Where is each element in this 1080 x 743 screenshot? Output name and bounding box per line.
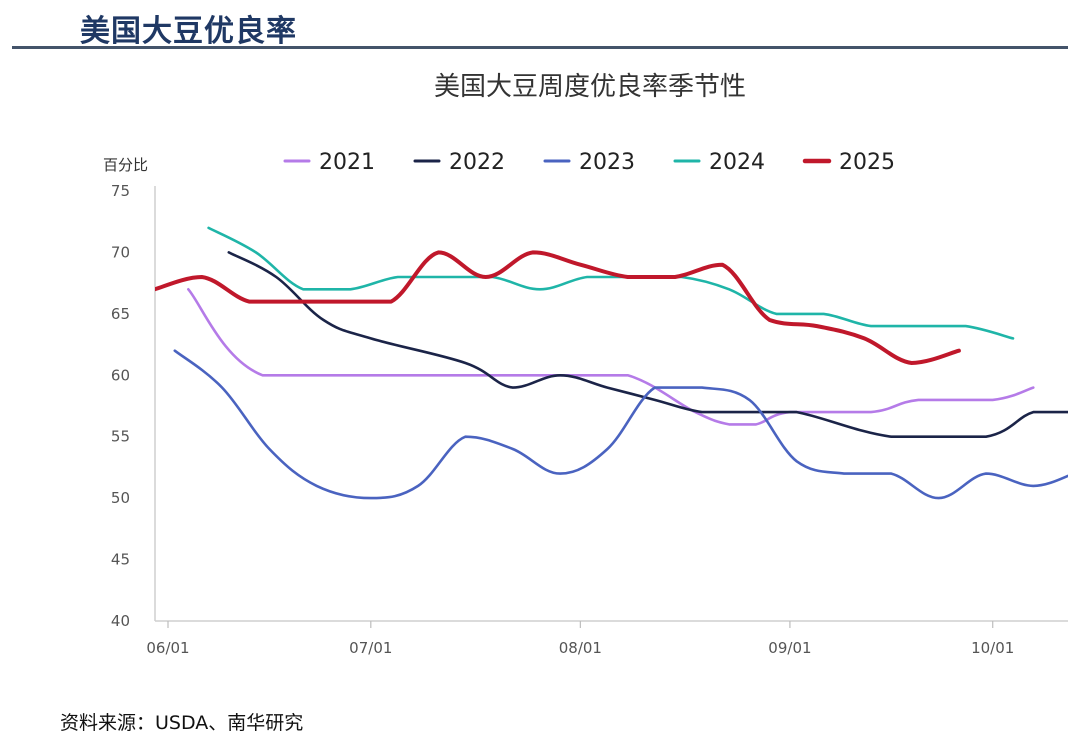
legend-label-2023: 2023: [579, 150, 635, 175]
x-axis: 06/01 07/01 08/01 09/01 10/01: [146, 620, 1068, 657]
series-line-2021: [187, 288, 1035, 426]
y-tick-label: 50: [111, 489, 130, 507]
y-axis-ticks: 40 45 50 55 60 65 70 75: [111, 182, 156, 630]
y-tick-label: 60: [111, 366, 130, 384]
series-line-2022: [227, 251, 1068, 439]
y-tick-label: 40: [111, 612, 130, 630]
x-tick-label: 08/01: [559, 639, 602, 657]
series-line-2024: [207, 226, 1015, 340]
x-tick-label: 07/01: [349, 639, 392, 657]
chart-title: 美国大豆周度优良率季节性: [433, 72, 746, 102]
x-tick-label: 09/01: [768, 639, 811, 657]
series-line-2025: [155, 250, 961, 365]
y-tick-label: 75: [111, 182, 130, 200]
page-title: 美国大豆优良率: [80, 14, 297, 49]
y-tick-label: 65: [111, 305, 130, 323]
legend: 2021 2022 2023 2024 2025: [283, 150, 895, 175]
x-tick-label: 06/01: [146, 639, 189, 657]
source-note: 资料来源：USDA、南华研究: [60, 712, 304, 734]
y-axis-label: 百分比: [103, 156, 148, 174]
legend-label-2021: 2021: [319, 150, 375, 175]
chart: 2021 2022 2023 2024 2025 百分比 40 45 50 55 60 65 70 7…: [103, 150, 1068, 657]
y-tick-label: 70: [111, 243, 130, 261]
legend-label-2025: 2025: [839, 150, 895, 175]
y-tick-label: 45: [111, 551, 130, 569]
legend-label-2024: 2024: [709, 150, 765, 175]
plot-area: [155, 226, 1068, 500]
title-divider: [12, 46, 1068, 49]
x-tick-label: 10/01: [971, 639, 1014, 657]
y-tick-label: 55: [111, 428, 130, 446]
legend-label-2022: 2022: [449, 150, 505, 175]
series-line-2023: [173, 349, 1068, 500]
